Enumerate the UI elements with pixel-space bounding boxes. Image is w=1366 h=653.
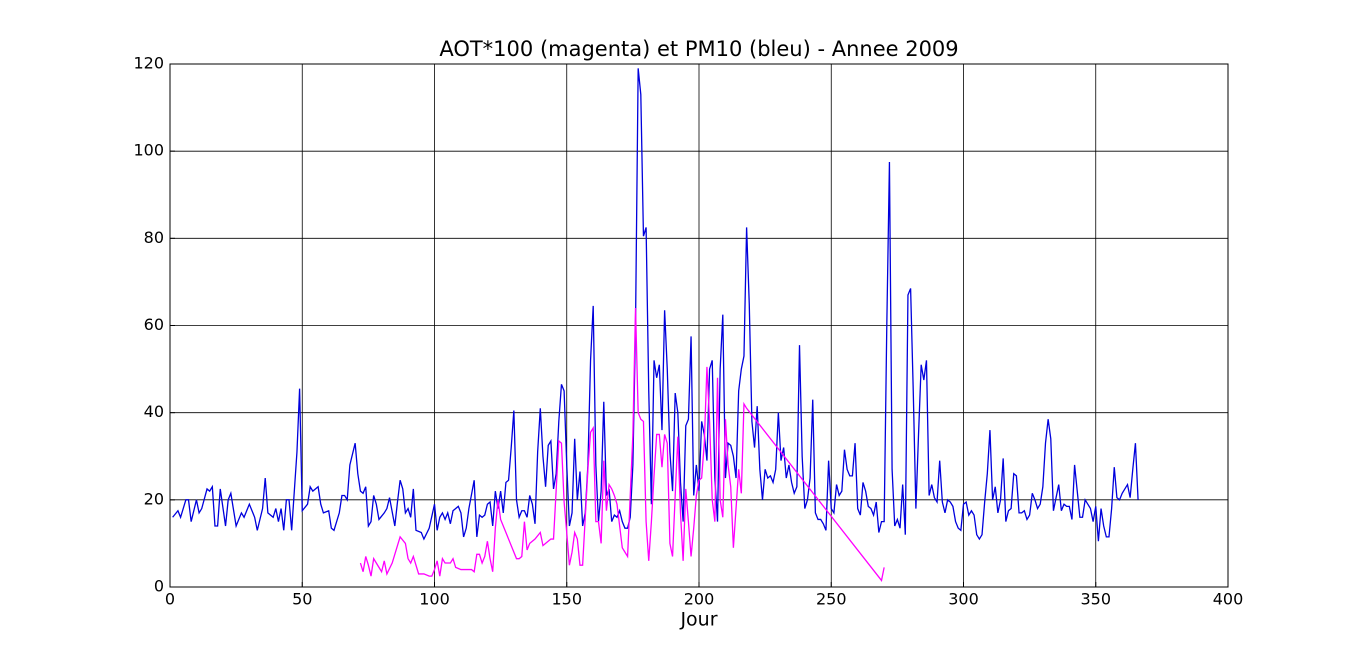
- y-tick-label: 120: [133, 54, 164, 73]
- data-line: [359, 308, 885, 582]
- x-tick-label: 50: [292, 590, 312, 609]
- x-tick-label: 200: [684, 590, 715, 609]
- x-tick-label: 100: [419, 590, 450, 609]
- y-tick-label: 40: [144, 402, 164, 421]
- x-tick-label: 250: [816, 590, 847, 609]
- x-tick-label: 400: [1213, 590, 1244, 609]
- chart-title: AOT*100 (magenta) et PM10 (bleu) - Annee…: [439, 37, 958, 61]
- plot-frame: [169, 63, 1229, 588]
- x-tick-label: 150: [551, 590, 582, 609]
- data-line: [172, 68, 1139, 542]
- y-tick-label: 60: [144, 315, 164, 334]
- x-tick-label: 350: [1080, 590, 1111, 609]
- y-tick-label: 0: [154, 577, 164, 596]
- y-tick-label: 20: [144, 489, 164, 508]
- y-tick-label: 80: [144, 228, 164, 247]
- x-axis-label: Jour: [679, 609, 717, 631]
- y-tick-label: 100: [133, 141, 164, 160]
- x-tick-label: 300: [948, 590, 979, 609]
- x-tick-label: 0: [165, 590, 175, 609]
